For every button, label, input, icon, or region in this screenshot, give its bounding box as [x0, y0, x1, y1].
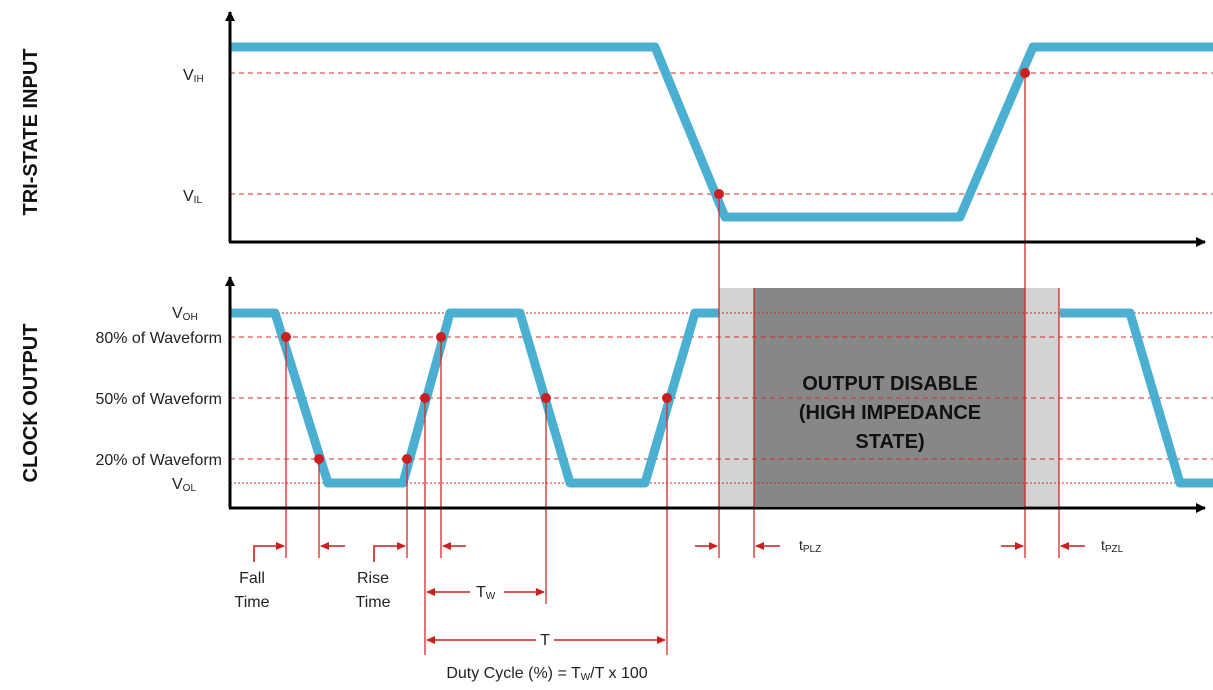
fall-50-marker: [541, 393, 551, 403]
disable-line-2: (HIGH IMPEDANCE: [799, 402, 981, 424]
vil-crossing-marker: [714, 189, 724, 199]
rise-time-arrow-left: [373, 542, 406, 562]
vol-label: VOL: [172, 476, 196, 494]
fall-time-label-1: Fall: [239, 570, 265, 587]
disable-line-1: OUTPUT DISABLE: [802, 373, 978, 395]
fall-time-label-2: Time: [235, 594, 270, 611]
p80-label: 80% of Waveform: [95, 330, 222, 347]
rise-50-marker: [420, 393, 430, 403]
rise-80-marker: [436, 332, 446, 342]
p20-label: 20% of Waveform: [95, 452, 222, 469]
top-panel-title: TRI-STATE INPUT: [20, 48, 42, 215]
duty-cycle-formula: Duty Cycle (%) = TW/T x 100: [446, 665, 647, 683]
bottom-panel-title: CLOCK OUTPUT: [20, 324, 42, 483]
fall-80-marker: [281, 332, 291, 342]
clock-output-waveform-resumed: [1060, 308, 1213, 488]
tpzl-label: tPZL: [1101, 537, 1124, 555]
timing-guides: [285, 73, 1060, 655]
tri-state-input-waveform: [230, 42, 1213, 222]
p50-label: 50% of Waveform: [95, 391, 222, 408]
vih-label: VIH: [183, 67, 204, 85]
fall-time-arrow-left: [253, 542, 285, 562]
tplz-label: tPLZ: [799, 537, 821, 555]
disable-region-dark: [754, 288, 1025, 506]
rise-time-label-2: Time: [356, 594, 391, 611]
reference-levels: [230, 72, 1213, 460]
fall-20-marker: [314, 454, 324, 464]
vih-crossing-marker: [1020, 68, 1030, 78]
timing-arrows: [253, 542, 1085, 644]
top-axes: [225, 11, 1206, 247]
rise-20-marker: [402, 454, 412, 464]
t-label: T: [540, 632, 550, 649]
crossing-markers: [281, 68, 1030, 464]
vil-label: VIL: [183, 188, 202, 206]
rise-time-label-1: Rise: [357, 570, 389, 587]
bottom-axes: [225, 276, 1206, 513]
rise2-50-marker: [662, 393, 672, 403]
voh-label: VOH: [172, 305, 198, 323]
disable-line-3: STATE): [855, 431, 924, 453]
tw-label: TW: [476, 584, 496, 602]
